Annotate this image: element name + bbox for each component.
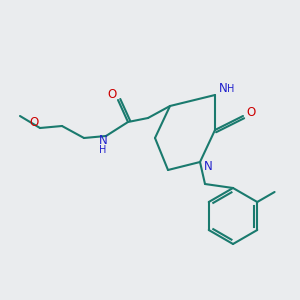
Text: O: O <box>107 88 117 100</box>
Text: N: N <box>219 82 227 95</box>
Text: H: H <box>227 84 235 94</box>
Text: N: N <box>204 160 212 173</box>
Text: N: N <box>99 134 107 148</box>
Text: O: O <box>29 116 39 130</box>
Text: H: H <box>99 145 107 155</box>
Text: O: O <box>246 106 256 119</box>
